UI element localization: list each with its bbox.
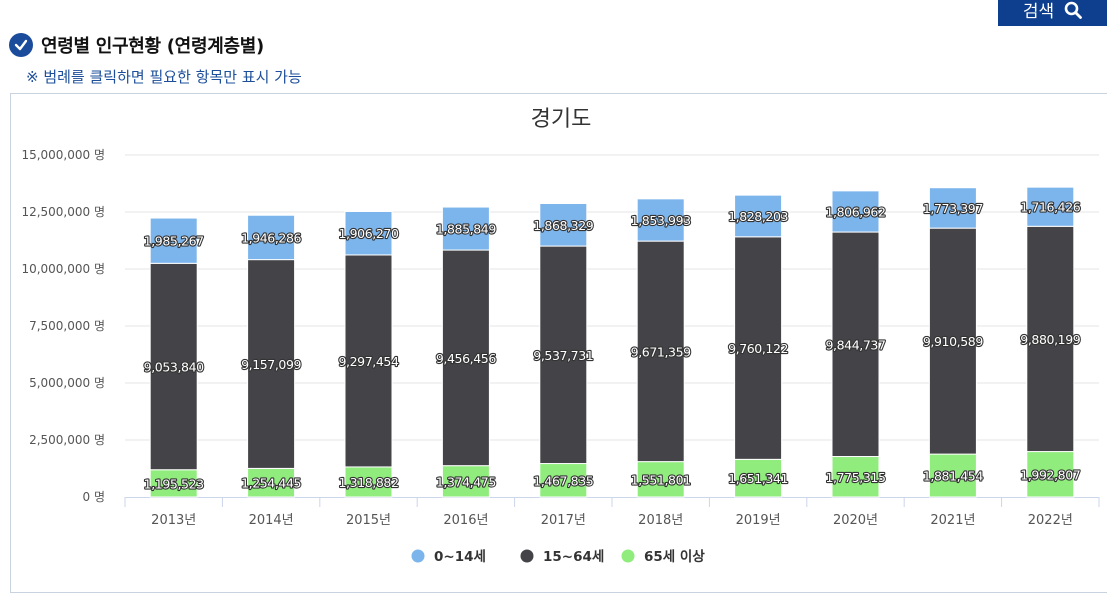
data-label: 9,053,840 bbox=[144, 360, 204, 375]
legend-item[interactable]: 0~14세 bbox=[434, 549, 486, 565]
data-label: 1,906,270 bbox=[338, 226, 398, 241]
bar-segment[interactable] bbox=[539, 202, 588, 247]
section-title: 연령별 인구현황 (연령계층별) bbox=[41, 36, 264, 57]
bar-segment[interactable] bbox=[247, 214, 296, 261]
y-tick-label: 2,500,000 명 bbox=[29, 433, 105, 447]
x-tick-label: 2018년 bbox=[638, 513, 683, 528]
check-circle-icon bbox=[9, 33, 33, 57]
data-label: 9,880,199 bbox=[1020, 332, 1080, 347]
x-tick-label: 2020년 bbox=[833, 513, 878, 528]
data-label: 1,716,426 bbox=[1020, 200, 1080, 215]
data-label: 1,881,454 bbox=[923, 469, 983, 484]
bar-segment[interactable] bbox=[149, 262, 198, 471]
y-tick-label: 7,500,000 명 bbox=[29, 319, 105, 333]
data-label: 1,946,286 bbox=[241, 230, 301, 245]
bar-segment[interactable] bbox=[928, 187, 977, 229]
data-label: 9,760,122 bbox=[728, 341, 788, 356]
bar-segment[interactable] bbox=[441, 206, 490, 251]
data-label: 1,374,475 bbox=[436, 474, 496, 489]
data-label: 9,844,737 bbox=[825, 337, 885, 352]
x-tick-label: 2013년 bbox=[151, 513, 196, 528]
data-label: 9,456,456 bbox=[436, 351, 496, 366]
data-label: 9,910,589 bbox=[923, 334, 983, 349]
bar-segment[interactable] bbox=[1026, 225, 1075, 453]
data-label: 1,775,315 bbox=[825, 470, 885, 485]
data-label: 1,853,993 bbox=[631, 213, 691, 228]
legend-marker[interactable] bbox=[411, 549, 425, 563]
bar-segment[interactable] bbox=[831, 456, 880, 498]
data-label: 1,551,801 bbox=[631, 472, 691, 487]
bar-segment[interactable] bbox=[344, 254, 393, 468]
bar-segment[interactable] bbox=[247, 259, 296, 469]
bar-segment[interactable] bbox=[1026, 451, 1075, 498]
bar-segment[interactable] bbox=[831, 231, 880, 458]
data-label: 1,773,397 bbox=[923, 201, 983, 216]
data-label: 1,467,835 bbox=[533, 473, 593, 488]
data-label: 1,806,962 bbox=[825, 204, 885, 219]
search-button[interactable]: 검색 bbox=[998, 0, 1107, 26]
y-tick-label: 10,000,000 명 bbox=[21, 262, 105, 276]
legend-marker[interactable] bbox=[621, 549, 635, 563]
y-tick-label: 15,000,000 명 bbox=[21, 148, 105, 162]
data-label: 9,157,099 bbox=[241, 357, 301, 372]
bar-segment[interactable] bbox=[734, 458, 783, 498]
x-tick-label: 2017년 bbox=[541, 513, 586, 528]
data-label: 1,992,807 bbox=[1020, 467, 1080, 482]
x-tick-label: 2022년 bbox=[1028, 513, 1073, 528]
bar-segment[interactable] bbox=[344, 466, 393, 498]
data-label: 9,297,454 bbox=[338, 354, 398, 369]
search-icon bbox=[1064, 1, 1083, 19]
legend-item[interactable]: 65세 이상 bbox=[644, 548, 705, 565]
bar-segment[interactable] bbox=[441, 249, 490, 467]
data-label: 1,885,849 bbox=[436, 222, 496, 237]
data-label: 1,651,341 bbox=[728, 471, 788, 486]
population-chart: 경기도 0 명 2,500,000 명 5,000,000 명 7,500,000 명 1… bbox=[21, 107, 1100, 565]
bar-segment[interactable] bbox=[636, 240, 685, 463]
x-tick-label: 2021년 bbox=[930, 513, 975, 528]
data-label: 1,985,267 bbox=[144, 234, 204, 249]
data-label: 1,318,882 bbox=[338, 475, 398, 490]
bar-segment[interactable] bbox=[636, 461, 685, 498]
data-label: 1,254,445 bbox=[241, 476, 301, 491]
y-tick-label: 5,000,000 명 bbox=[29, 376, 105, 390]
x-tick-label: 2019년 bbox=[736, 513, 781, 528]
legend-marker[interactable] bbox=[520, 549, 534, 563]
data-label: 9,671,359 bbox=[631, 344, 691, 359]
bar-segment[interactable] bbox=[539, 463, 588, 498]
bar-segment[interactable] bbox=[636, 198, 685, 242]
bar-segment[interactable] bbox=[1026, 186, 1075, 227]
x-tick-label: 2014년 bbox=[249, 513, 294, 528]
bar-segment[interactable] bbox=[149, 217, 198, 264]
bar-segment[interactable] bbox=[734, 194, 783, 238]
section-header: 연령별 인구현황 (연령계층별) bbox=[9, 32, 264, 58]
x-tick-label: 2016년 bbox=[443, 513, 488, 528]
chart-panel: 경기도 0 명 2,500,000 명 5,000,000 명 7,500,000 명 1… bbox=[10, 93, 1107, 593]
chart-title: 경기도 bbox=[531, 107, 592, 132]
data-label: 1,828,203 bbox=[728, 209, 788, 224]
y-tick-label: 12,500,000 명 bbox=[21, 205, 105, 219]
data-label: 1,195,523 bbox=[144, 476, 204, 491]
bar-segment[interactable] bbox=[831, 190, 880, 233]
bar-segment[interactable] bbox=[247, 467, 296, 498]
bar-segment[interactable] bbox=[344, 210, 393, 256]
x-tick-label: 2015년 bbox=[346, 513, 391, 528]
bar-segment[interactable] bbox=[928, 453, 977, 498]
data-label: 1,868,329 bbox=[533, 218, 593, 233]
legend-item[interactable]: 15~64세 bbox=[543, 549, 604, 565]
y-tick-label: 0 명 bbox=[83, 490, 106, 504]
data-label: 9,537,731 bbox=[533, 348, 593, 363]
legend-hint-note: ※ 범례를 클릭하면 필요한 항목만 표시 가능 bbox=[26, 68, 302, 86]
bar-segment[interactable] bbox=[539, 245, 588, 465]
bar-segment[interactable] bbox=[734, 236, 783, 460]
bar-segment[interactable] bbox=[441, 465, 490, 498]
search-label: 검색 bbox=[1022, 2, 1055, 22]
